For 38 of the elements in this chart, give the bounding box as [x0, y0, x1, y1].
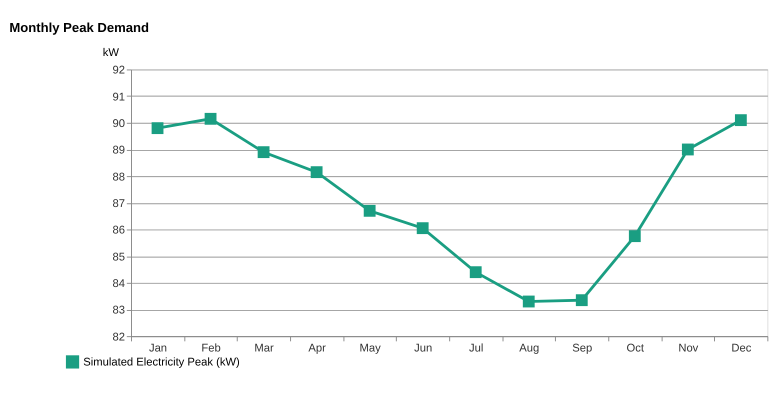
y-tick-label: 85 [112, 251, 125, 264]
point [628, 230, 641, 242]
x-tick-label: Nov [678, 342, 699, 355]
y-axis-title: kW [102, 46, 120, 59]
legend-label: Simulated Electricity Peak (kW) [83, 356, 240, 369]
y-tick-label: 89 [112, 144, 125, 157]
x-tick-label: Apr [308, 342, 326, 355]
x-tick-label: Feb [201, 342, 221, 355]
y-tick-label: 92 [112, 64, 125, 77]
x-tick-label: Aug [519, 342, 540, 355]
point [204, 112, 216, 125]
y-tick-label: 87 [112, 198, 125, 210]
point [258, 146, 270, 158]
x-tick-label: Mar [254, 342, 274, 355]
x-tick-label: Jun [414, 342, 432, 355]
x-tick-label: Sep [572, 342, 592, 355]
point [310, 166, 323, 178]
y-tick-label: 91 [112, 91, 125, 104]
point [152, 122, 164, 134]
point [522, 296, 535, 308]
y-tick-label: 88 [112, 171, 125, 184]
y-tick-label: 84 [112, 278, 125, 290]
x-tick-label: May [360, 342, 382, 355]
y-tick-label: 82 [112, 331, 125, 344]
point [416, 222, 429, 234]
chart-title: Monthly Peak Demand [9, 20, 150, 36]
point [682, 144, 694, 156]
x-tick-label: Oct [626, 342, 645, 355]
point [734, 114, 747, 126]
y-tick-label: 90 [112, 118, 125, 130]
x-tick-label: Jul [469, 342, 484, 355]
y-tick-label: 83 [112, 304, 125, 317]
point [576, 294, 588, 306]
point [470, 266, 482, 278]
x-tick-label: Jan [148, 342, 168, 355]
x-tick-label: Dec [731, 342, 752, 355]
point [364, 204, 376, 217]
y-tick-label: 86 [112, 224, 125, 237]
